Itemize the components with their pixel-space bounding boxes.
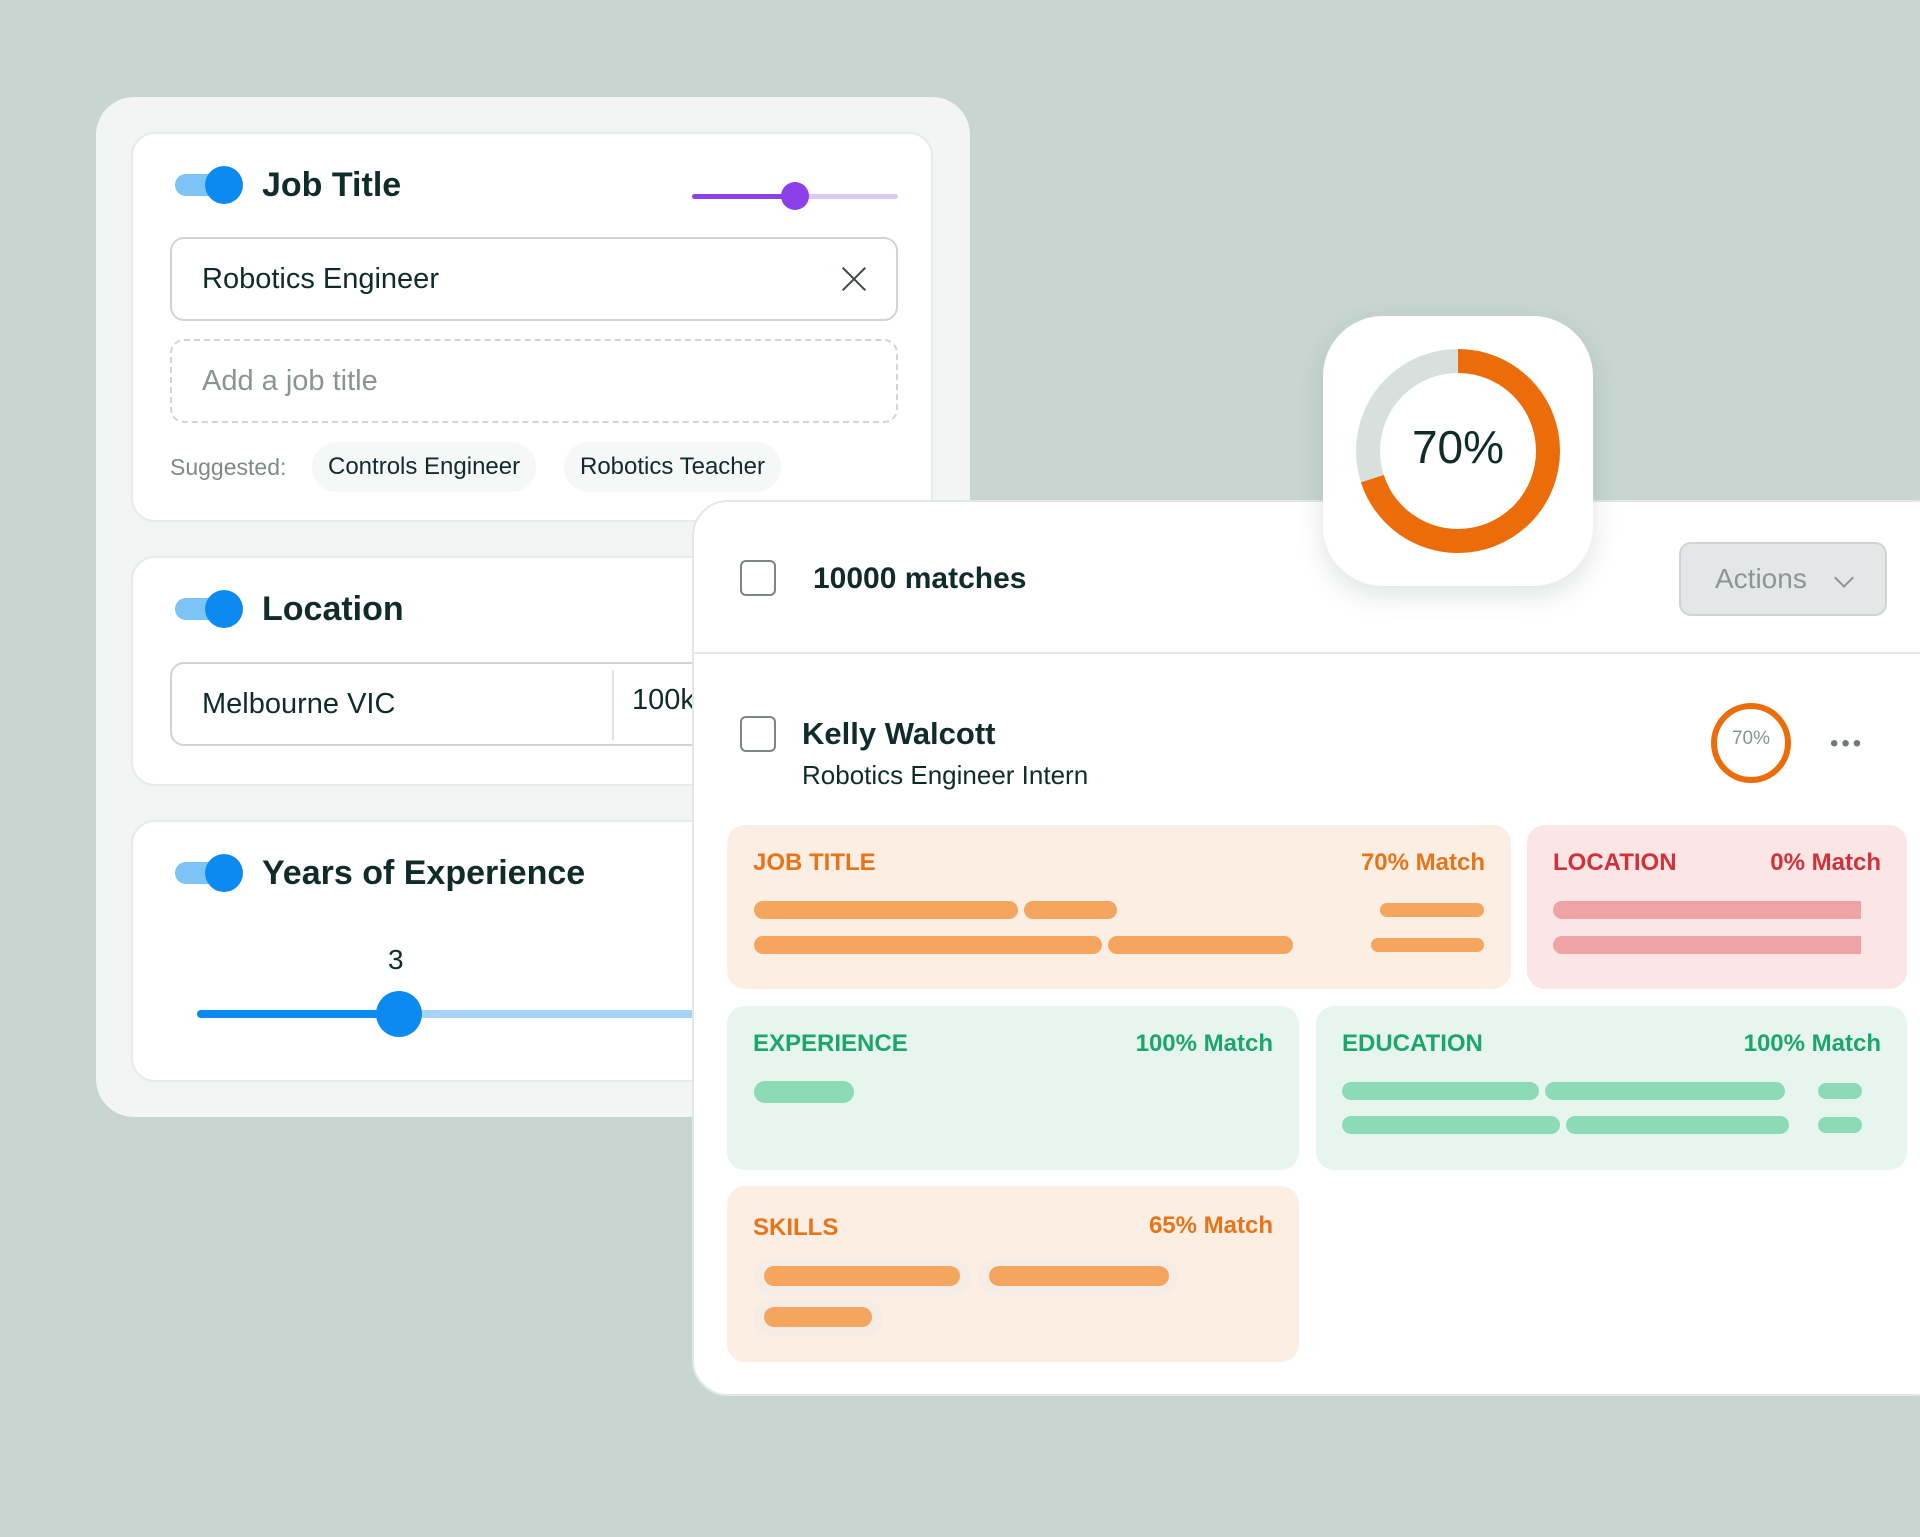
add-job-title-placeholder: Add a job title (202, 364, 378, 397)
location-detail-bar (1553, 936, 1861, 954)
location-heading: Location (262, 590, 404, 628)
weight-slider-thumb[interactable] (781, 182, 809, 210)
overall-score-label: 70% (1411, 421, 1505, 473)
job-title-detail-bar (754, 901, 1018, 919)
select-all-checkbox[interactable] (740, 560, 776, 596)
experience-slider-value: 3 (388, 944, 404, 975)
job-title-match-percent: 70% Match (1360, 849, 1485, 876)
candidate-score-badge: 70% (1710, 702, 1792, 784)
matches-count: 10000 matches (813, 562, 1027, 595)
job-title-weight-slider[interactable] (692, 182, 898, 210)
skills-match-heading: SKILLS (753, 1214, 839, 1241)
location-input[interactable]: Melbourne VIC (170, 662, 730, 746)
add-job-title-input[interactable]: Add a job title (170, 339, 898, 423)
location-radius[interactable]: 100k (632, 684, 695, 716)
education-detail-bar (1818, 1117, 1862, 1133)
skills-match-percent: 65% Match (1148, 1212, 1273, 1239)
location-divider (612, 670, 614, 740)
education-detail-bar (1566, 1116, 1789, 1134)
experience-heading: Years of Experience (262, 854, 586, 892)
experience-match-heading: EXPERIENCE (753, 1030, 908, 1057)
candidate-title: Robotics Engineer Intern (802, 760, 1089, 790)
actions-dropdown-button[interactable]: Actions (1679, 542, 1887, 616)
skill-detail-bar (764, 1307, 872, 1327)
suggested-label: Suggested: (170, 454, 287, 480)
location-detail-bar (1553, 901, 1861, 919)
suggestion-chip-robotics-teacher[interactable]: Robotics Teacher (564, 442, 781, 492)
education-detail-bar (1342, 1082, 1539, 1100)
education-detail-bar (1545, 1082, 1785, 1100)
job-title-match-heading: JOB TITLE (753, 849, 876, 876)
location-match-heading: LOCATION (1553, 849, 1677, 876)
location-match-percent: 0% Match (1770, 849, 1881, 876)
skill-detail-bar (764, 1266, 960, 1286)
job-title-value: Robotics Engineer (202, 262, 439, 295)
education-detail-bar (1818, 1083, 1862, 1099)
results-header-divider (694, 652, 1920, 654)
overall-score-donut (1356, 349, 1560, 553)
chevron-down-icon (1834, 568, 1854, 588)
location-toggle[interactable] (175, 590, 243, 628)
experience-slider-thumb[interactable] (376, 991, 422, 1037)
suggestion-chip-controls-engineer[interactable]: Controls Engineer (312, 442, 537, 492)
overall-score-arc (1356, 349, 1560, 553)
experience-detail-bar (754, 1081, 854, 1103)
job-title-detail-bar (1380, 903, 1484, 917)
job-title-toggle[interactable] (175, 166, 243, 204)
candidate-name[interactable]: Kelly Walcott (802, 716, 996, 751)
education-detail-bar (1342, 1116, 1560, 1134)
experience-toggle[interactable] (175, 854, 243, 892)
job-title-heading: Job Title (262, 166, 402, 204)
location-value: Melbourne VIC (202, 687, 396, 720)
job-title-input[interactable]: Robotics Engineer (170, 237, 898, 321)
candidate-score-label: 70% (1731, 728, 1771, 749)
job-title-detail-bar (1371, 938, 1484, 952)
candidate-checkbox[interactable] (740, 716, 776, 752)
job-title-detail-bar (754, 936, 1102, 954)
education-match-percent: 100% Match (1743, 1030, 1881, 1057)
more-horizontal-icon[interactable]: ••• (1830, 730, 1865, 757)
experience-match-percent: 100% Match (1135, 1030, 1273, 1057)
education-match-heading: EDUCATION (1342, 1030, 1483, 1057)
actions-label: Actions (1715, 563, 1807, 594)
job-title-detail-bar (1024, 901, 1117, 919)
skill-detail-bar (989, 1266, 1169, 1286)
close-icon[interactable] (840, 265, 868, 293)
job-title-detail-bar (1108, 936, 1293, 954)
